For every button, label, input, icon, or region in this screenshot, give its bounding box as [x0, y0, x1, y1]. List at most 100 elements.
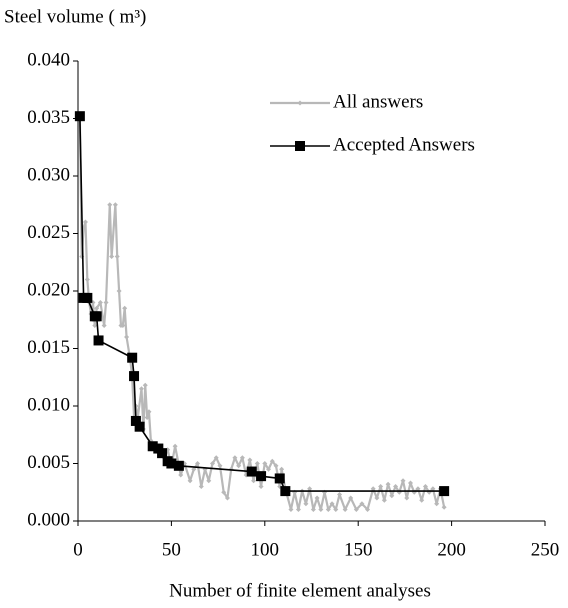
- data-point: [310, 507, 316, 512]
- data-point: [434, 501, 440, 507]
- data-point: [213, 455, 219, 461]
- data-point: [314, 495, 320, 501]
- data-point: [262, 461, 268, 466]
- data-point: [374, 495, 380, 501]
- data-point: [82, 219, 88, 225]
- data-point: [389, 493, 395, 499]
- data-point: [139, 386, 145, 392]
- data-point: [419, 497, 425, 503]
- data-point: [103, 300, 109, 305]
- y-tick-label: 0.010: [27, 394, 70, 415]
- data-point: [198, 484, 204, 489]
- y-tick-label: 0.015: [27, 337, 70, 358]
- data-point: [112, 202, 118, 208]
- data-point: [172, 443, 178, 449]
- data-point: [124, 334, 130, 340]
- y-tick-label: 0.020: [27, 279, 70, 300]
- legend-marker: [295, 141, 305, 151]
- data-point: [256, 471, 267, 482]
- data-point: [120, 323, 126, 328]
- data-point: [307, 486, 313, 492]
- data-point: [439, 486, 450, 497]
- data-point: [365, 507, 371, 512]
- data-point: [329, 501, 335, 507]
- x-tick-label: 50: [162, 539, 181, 560]
- data-point: [127, 352, 138, 363]
- data-point: [146, 409, 152, 415]
- data-point: [441, 504, 447, 510]
- data-point: [236, 463, 242, 469]
- series-line: [78, 118, 446, 511]
- data-point: [101, 323, 107, 328]
- data-point: [191, 466, 197, 472]
- data-point: [404, 495, 410, 501]
- data-point: [370, 486, 376, 492]
- data-point: [318, 507, 324, 512]
- x-axis-label: Number of finite element analyses: [169, 580, 431, 601]
- data-point: [97, 300, 103, 305]
- data-point: [93, 335, 104, 346]
- x-tick-label: 150: [344, 539, 373, 560]
- y-axis-label: Steel volume ( m³): [4, 6, 146, 27]
- data-point: [303, 501, 309, 507]
- data-point: [348, 495, 354, 501]
- data-point: [422, 484, 428, 489]
- legend-marker: [297, 100, 303, 106]
- y-tick-label: 0.025: [27, 222, 70, 243]
- legend-label: All answers: [333, 91, 423, 112]
- data-point: [337, 492, 343, 498]
- data-point: [247, 457, 253, 463]
- data-point: [142, 382, 148, 388]
- data-point: [288, 507, 294, 512]
- data-point: [415, 486, 421, 492]
- data-point: [116, 288, 122, 294]
- data-point: [274, 473, 285, 484]
- data-point: [122, 305, 128, 311]
- data-point: [279, 466, 285, 472]
- data-point: [82, 292, 93, 303]
- data-point: [187, 478, 193, 484]
- data-point: [342, 507, 348, 512]
- data-point: [393, 484, 399, 489]
- data-point: [381, 497, 387, 503]
- y-tick-label: 0.005: [27, 452, 70, 473]
- x-tick-label: 0: [73, 539, 83, 560]
- data-point: [144, 415, 150, 420]
- data-point: [114, 254, 120, 259]
- x-tick-label: 100: [251, 539, 280, 560]
- data-point: [195, 461, 201, 466]
- series-line: [79, 116, 445, 492]
- data-point: [74, 111, 85, 122]
- data-point: [129, 371, 140, 382]
- data-point: [147, 441, 158, 452]
- data-point: [84, 277, 90, 282]
- data-point: [400, 478, 406, 484]
- data-point: [91, 311, 102, 322]
- data-point: [266, 466, 272, 472]
- y-tick-label: 0.000: [27, 509, 70, 530]
- data-point: [217, 463, 223, 469]
- data-point: [178, 472, 184, 478]
- data-point: [430, 486, 436, 492]
- data-point: [280, 486, 291, 497]
- x-tick-label: 200: [437, 539, 466, 560]
- data-point: [251, 478, 257, 484]
- data-point: [258, 484, 264, 489]
- data-point: [269, 458, 275, 464]
- data-point: [325, 507, 331, 512]
- data-point: [221, 489, 227, 495]
- data-point: [239, 455, 245, 461]
- data-point: [408, 480, 414, 486]
- data-point: [295, 507, 301, 512]
- data-point: [206, 478, 212, 484]
- data-point: [246, 466, 257, 477]
- data-point: [109, 254, 115, 259]
- data-point: [273, 463, 279, 469]
- data-point: [209, 461, 215, 466]
- data-point: [92, 323, 98, 328]
- data-point: [333, 507, 339, 512]
- data-point: [130, 415, 141, 426]
- y-tick-label: 0.030: [27, 164, 70, 185]
- data-point: [94, 305, 100, 311]
